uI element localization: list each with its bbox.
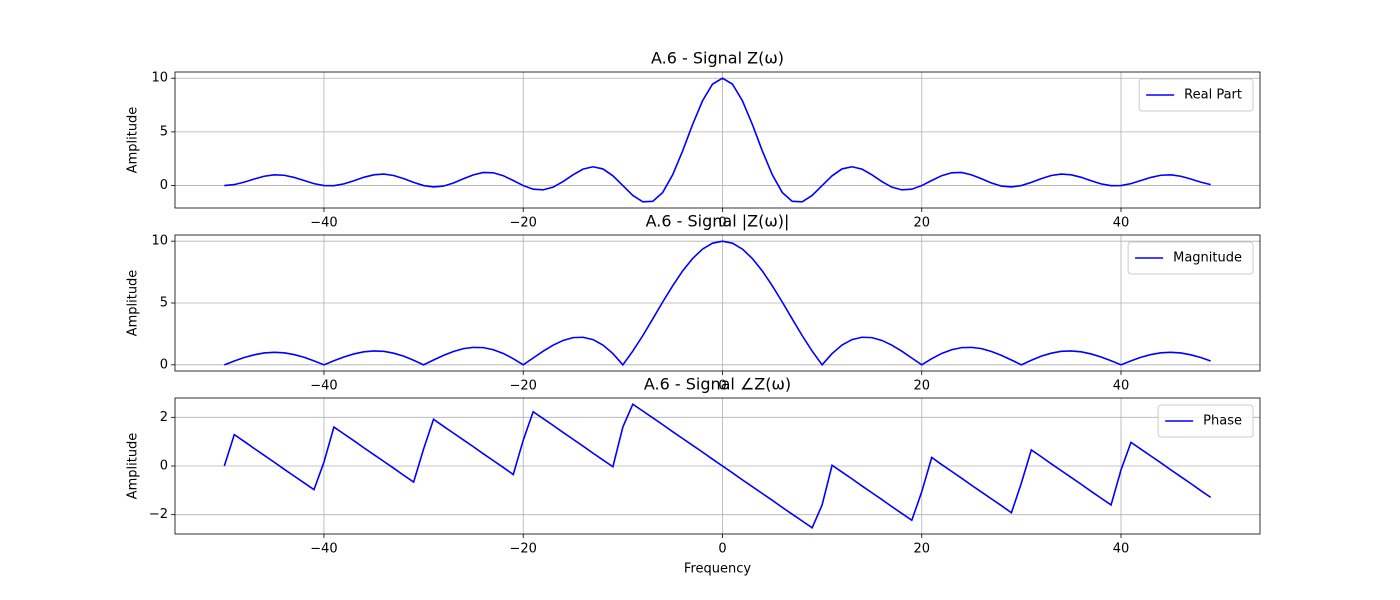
data-line — [223, 402, 1212, 530]
legend-box — [1127, 241, 1254, 275]
y-tick-label: 5 — [160, 296, 168, 311]
x-tick-label: 40 — [1113, 542, 1130, 557]
y-tick-label: 10 — [151, 71, 168, 86]
x-axis-label: Frequency — [684, 562, 751, 577]
x-tick-label: −20 — [509, 216, 536, 231]
data-line — [224, 77, 1211, 203]
legend-box — [1157, 404, 1254, 438]
y-tick-label: 2 — [160, 410, 168, 425]
subplot-title: A.6 - Signal ∠Z(ω) — [644, 375, 791, 394]
x-tick-label: −40 — [310, 216, 337, 231]
y-tick-label: 5 — [160, 124, 168, 139]
y-tick-label: −2 — [149, 507, 168, 522]
x-tick-label: 20 — [913, 379, 930, 394]
x-tick-label: 0 — [718, 216, 726, 231]
legend-label: Real Part — [1184, 88, 1242, 103]
x-tick-label: 40 — [1113, 216, 1130, 231]
legend: Real Part — [1138, 78, 1254, 112]
y-axis-label: Amplitude — [126, 433, 141, 500]
y-tick-label: 10 — [151, 234, 168, 249]
data-line — [224, 240, 1211, 367]
x-tick-label: 20 — [913, 216, 930, 231]
subplot-title: A.6 - Signal Z(ω) — [651, 49, 784, 68]
legend-box — [1138, 78, 1254, 112]
y-tick-label: 0 — [160, 459, 168, 474]
legend-label: Phase — [1203, 414, 1242, 429]
legend: Phase — [1157, 404, 1254, 438]
x-tick-label: −20 — [509, 542, 536, 557]
legend: Magnitude — [1127, 241, 1254, 275]
legend-label: Magnitude — [1173, 251, 1242, 266]
x-tick-label: −20 — [509, 379, 536, 394]
x-tick-label: 20 — [913, 542, 930, 557]
axes-frame — [174, 71, 1261, 209]
y-tick-label: 0 — [160, 178, 168, 193]
x-tick-label: 0 — [718, 542, 726, 557]
x-tick-label: −40 — [310, 379, 337, 394]
x-tick-label: −40 — [310, 542, 337, 557]
subplot-title: A.6 - Signal |Z(ω)| — [646, 212, 790, 231]
y-axis-label: Amplitude — [126, 107, 141, 174]
y-axis-label: Amplitude — [126, 270, 141, 337]
x-tick-label: 40 — [1113, 379, 1130, 394]
y-tick-label: 0 — [160, 357, 168, 372]
x-tick-label: 0 — [718, 379, 726, 394]
